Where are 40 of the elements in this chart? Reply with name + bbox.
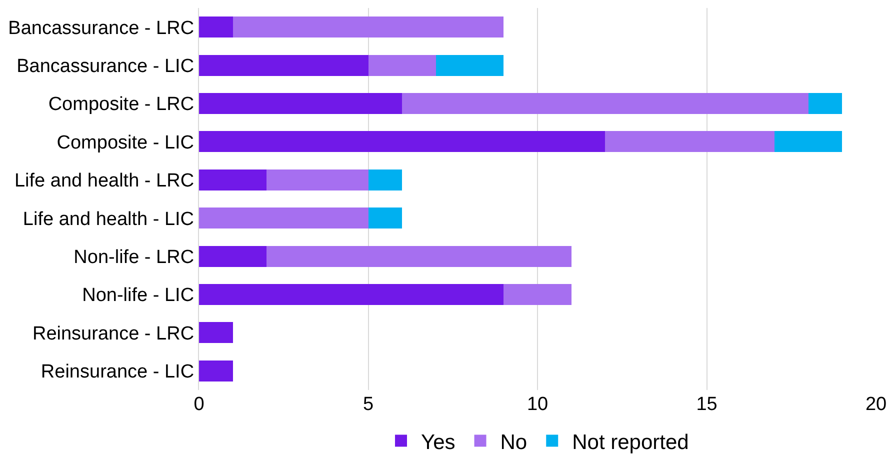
bar [266, 169, 368, 190]
y-tick-label: Composite - LIC [56, 132, 194, 154]
bar [368, 208, 402, 229]
bar [199, 54, 368, 76]
y-tick-label: Life and health - LRC [14, 170, 194, 192]
bar [436, 54, 504, 76]
bar [808, 93, 842, 114]
legend-label: No [500, 430, 528, 454]
legend-label: Not reported [572, 430, 689, 454]
y-tick-label: Bancassurance - LIC [16, 56, 194, 77]
bar [199, 246, 267, 267]
bar [402, 93, 808, 114]
bar [199, 284, 504, 306]
y-tick-label: Non-life - LRC [74, 246, 194, 268]
bar [199, 131, 606, 152]
x-tick-label: 10 [526, 394, 548, 415]
y-tick-label: Non-life - LIC [82, 285, 194, 306]
bar [368, 169, 402, 190]
bar [199, 322, 233, 344]
bar [774, 131, 842, 152]
bar [232, 16, 504, 38]
x-tick-label: 20 [865, 394, 887, 415]
y-tick-label: Life and health - LIC [22, 208, 194, 230]
bar [199, 360, 233, 382]
bar [199, 16, 233, 38]
x-tick-label: 5 [362, 394, 374, 415]
x-tick-label: 15 [696, 394, 718, 415]
bar [199, 208, 368, 229]
y-tick-label: Composite - LRC [48, 94, 194, 116]
y-tick-label: Reinsurance - LRC [32, 323, 194, 344]
bar [504, 284, 572, 306]
bar [199, 93, 402, 114]
bar [605, 131, 774, 152]
y-tick-label: Reinsurance - LIC [40, 362, 194, 383]
bar [368, 54, 436, 76]
x-tick-label: 0 [194, 394, 204, 415]
bar [199, 169, 267, 190]
legend-label: Yes [421, 430, 456, 454]
bar [266, 246, 572, 267]
y-tick-label: Bancassurance - LRC [8, 18, 194, 39]
